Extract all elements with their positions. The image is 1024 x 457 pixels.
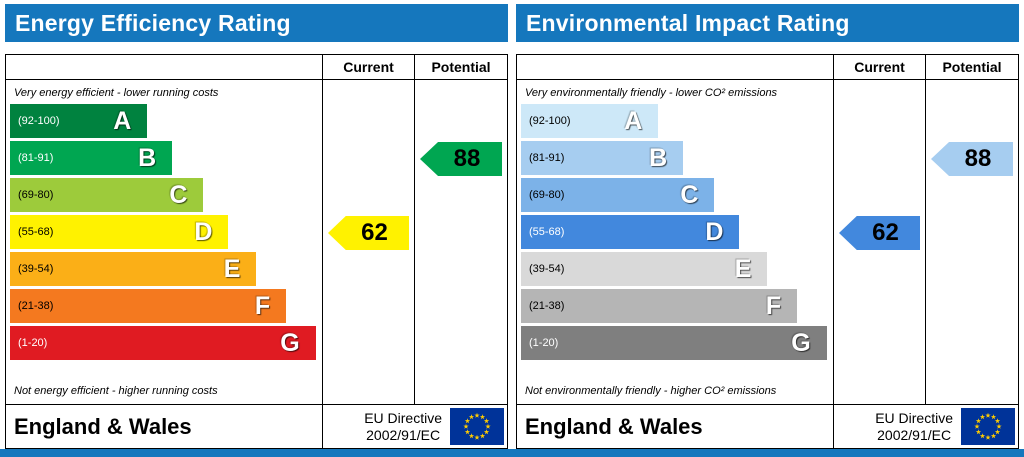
energy-efficiency-panel: Energy Efficiency Rating Current Potenti…: [5, 4, 508, 449]
environmental-title-bar: Environmental Impact Rating: [516, 4, 1019, 42]
band-letter: E: [734, 254, 752, 283]
band-range: (69-80): [18, 189, 54, 201]
band-range: (55-68): [529, 226, 565, 238]
band-c: (69-80) C: [10, 178, 204, 212]
bottom-note: Not environmentally friendly - higher CO…: [525, 385, 777, 397]
potential-column-header: Potential: [431, 59, 491, 75]
rating-panels: Energy Efficiency Rating Current Potenti…: [0, 4, 1024, 449]
band-letter: C: [169, 180, 188, 209]
band-range: (21-38): [529, 300, 565, 312]
bottom-note: Not energy efficient - higher running co…: [14, 385, 218, 397]
potential-rating-value: 88: [453, 145, 481, 172]
band-letter: E: [223, 254, 241, 283]
header-spacer-cell: [6, 55, 323, 79]
potential-rating-pointer: 88: [931, 142, 1013, 176]
band-range: (92-100): [18, 115, 60, 127]
band-range: (21-38): [18, 300, 54, 312]
potential-column-header: Potential: [942, 59, 1002, 75]
band-range: (1-20): [529, 337, 559, 349]
band-f: (21-38) F: [10, 289, 287, 323]
panel-title: Environmental Impact Rating: [526, 9, 850, 36]
energy-rating-table: Current Potential Very energy efficient …: [5, 54, 508, 449]
eu-flag-stars: [974, 412, 1002, 440]
potential-rating-pointer: 88: [420, 142, 502, 176]
rating-bands: (92-100) A (81-91) B (69-80) C: [6, 102, 322, 360]
eu-directive-label: EU Directive 2002/91/EC: [364, 410, 442, 444]
current-rating-value: 62: [361, 219, 388, 246]
band-a: (92-100) A: [10, 104, 148, 138]
band-b: (81-91) B: [10, 141, 173, 175]
band-letter: C: [680, 180, 699, 209]
current-rating-pointer: 62: [328, 216, 409, 250]
band-letter: F: [765, 291, 782, 320]
band-letter: B: [649, 143, 668, 172]
band-letter: A: [113, 106, 132, 135]
potential-column: 88: [415, 80, 507, 404]
band-range: (81-91): [529, 152, 565, 164]
environmental-impact-panel: Environmental Impact Rating Current Pote…: [516, 4, 1019, 449]
band-letter: G: [791, 328, 811, 357]
energy-title-bar: Energy Efficiency Rating: [5, 4, 508, 42]
band-a: (92-100) A: [521, 104, 659, 138]
eu-directive-label: EU Directive 2002/91/EC: [875, 410, 953, 444]
eu-directive-line1: EU Directive: [875, 409, 953, 426]
potential-rating-value: 88: [964, 145, 992, 172]
top-note: Very energy efficient - lower running co…: [14, 87, 219, 99]
eu-directive-line1: EU Directive: [364, 409, 442, 426]
band-f: (21-38) F: [521, 289, 798, 323]
band-letter: D: [705, 217, 724, 246]
top-note: Very environmentally friendly - lower CO…: [525, 87, 778, 99]
rating-bands: (92-100) A (81-91) B (69-80) C: [517, 102, 833, 360]
table-header-row: Current Potential: [517, 55, 1018, 80]
current-column-header: Current: [323, 55, 415, 79]
band-range: (69-80): [529, 189, 565, 201]
table-footer-row: England & Wales EU Directive 2002/91/EC: [6, 404, 507, 448]
directive-area: EU Directive 2002/91/EC: [834, 405, 1018, 448]
band-e: (39-54) E: [521, 252, 768, 286]
band-column: Very environmentally friendly - lower CO…: [517, 80, 834, 404]
band-d: (55-68) D: [10, 215, 229, 249]
band-range: (55-68): [18, 226, 54, 238]
bottom-accent-strip: [0, 449, 1024, 457]
eu-flag-icon: [450, 408, 504, 445]
band-range: (39-54): [18, 263, 54, 275]
band-letter: B: [138, 143, 157, 172]
chart-area: Very energy efficient - lower running co…: [6, 80, 507, 404]
eu-flag-stars: [463, 412, 491, 440]
potential-column: 88: [926, 80, 1018, 404]
band-range: (81-91): [18, 152, 54, 164]
region-label: England & Wales: [517, 405, 834, 448]
current-rating-pointer: 62: [839, 216, 920, 250]
header-spacer-cell: [517, 55, 834, 79]
environmental-rating-table: Current Potential Very environmentally f…: [516, 54, 1019, 449]
band-g: (1-20) G: [10, 326, 316, 360]
band-range: (39-54): [529, 263, 565, 275]
band-letter: G: [280, 328, 300, 357]
current-column: 62: [834, 80, 926, 404]
current-rating-value: 62: [872, 219, 899, 246]
band-c: (69-80) C: [521, 178, 715, 212]
band-column: Very energy efficient - lower running co…: [6, 80, 323, 404]
band-letter: D: [194, 217, 213, 246]
chart-area: Very environmentally friendly - lower CO…: [517, 80, 1018, 404]
directive-area: EU Directive 2002/91/EC: [323, 405, 507, 448]
band-range: (1-20): [18, 337, 48, 349]
band-g: (1-20) G: [521, 326, 827, 360]
band-letter: F: [254, 291, 271, 320]
band-range: (92-100): [529, 115, 571, 127]
band-d: (55-68) D: [521, 215, 740, 249]
eu-directive-line2: 2002/91/EC: [877, 426, 952, 443]
table-header-row: Current Potential: [6, 55, 507, 80]
band-e: (39-54) E: [10, 252, 257, 286]
region-label: England & Wales: [6, 405, 323, 448]
band-b: (81-91) B: [521, 141, 684, 175]
eu-directive-line2: 2002/91/EC: [366, 426, 441, 443]
current-column-header: Current: [834, 55, 926, 79]
eu-flag-icon: [961, 408, 1015, 445]
table-footer-row: England & Wales EU Directive 2002/91/EC: [517, 404, 1018, 448]
panel-title: Energy Efficiency Rating: [15, 9, 291, 36]
band-letter: A: [624, 106, 643, 135]
current-column: 62: [323, 80, 415, 404]
